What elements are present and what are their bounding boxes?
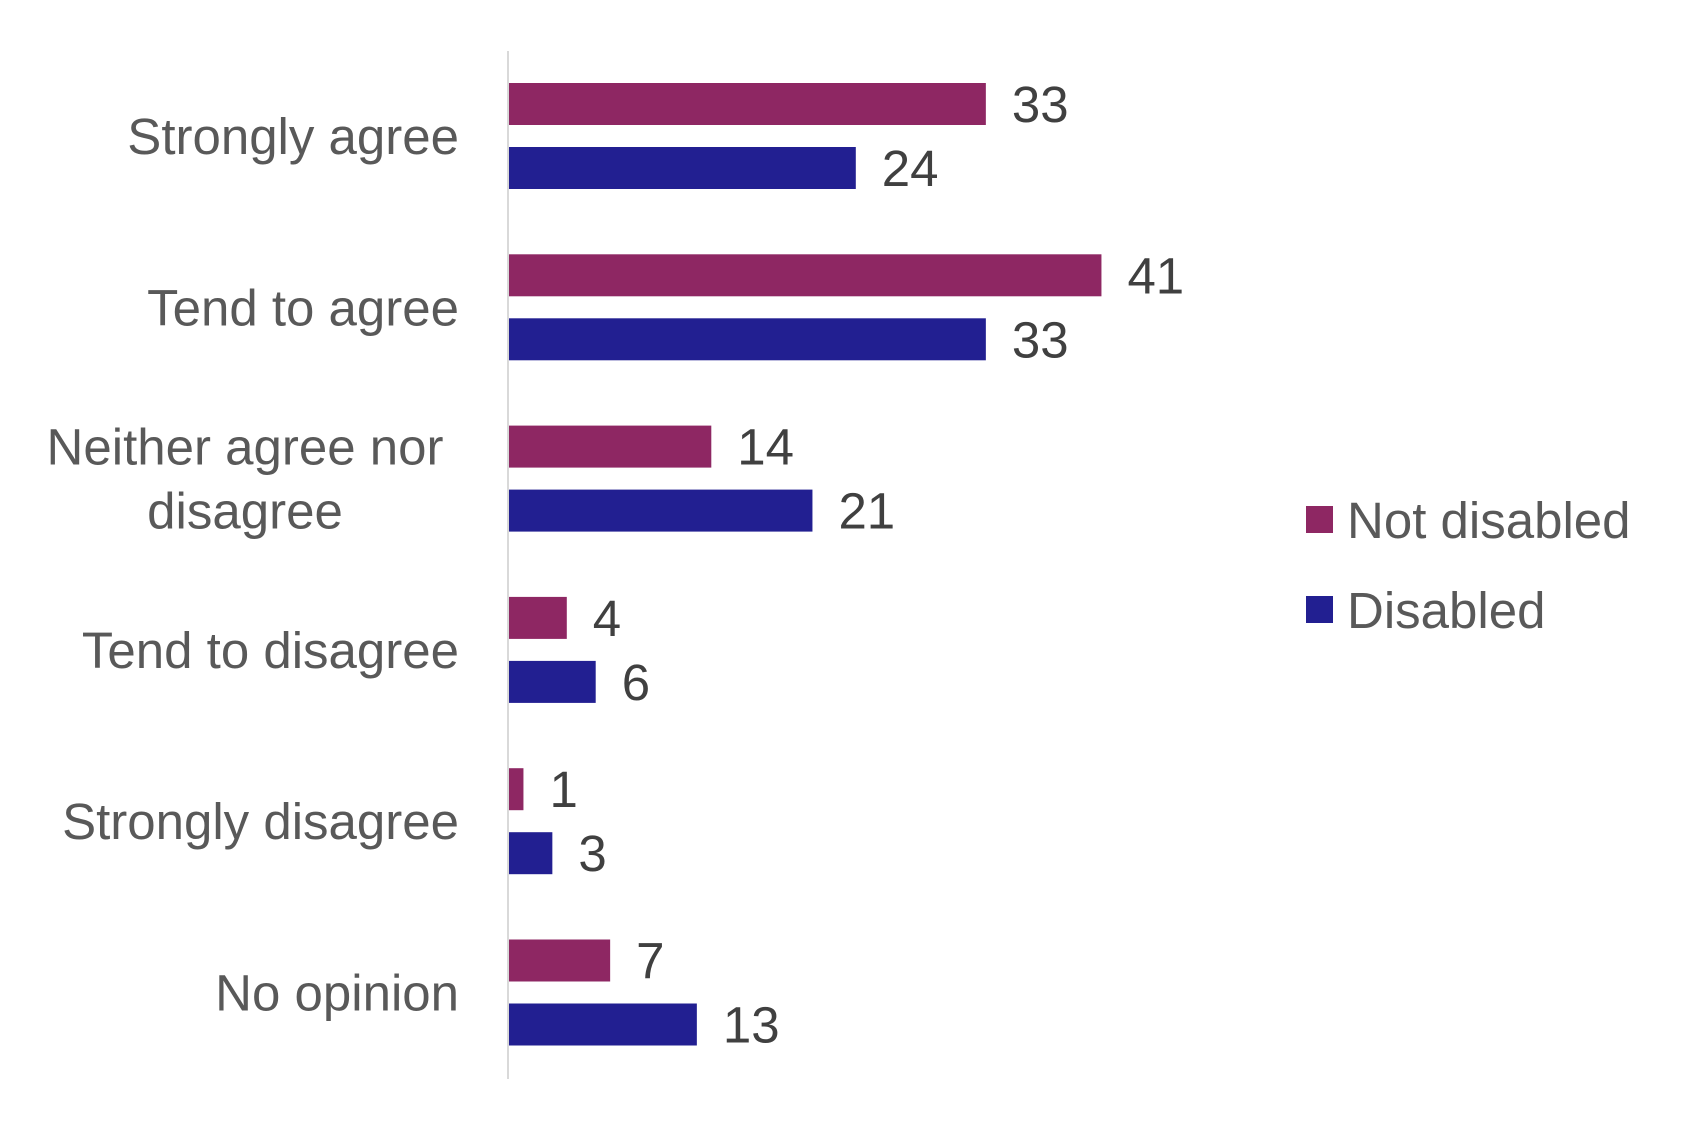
bar-not-disabled	[509, 596, 567, 639]
data-label: 21	[838, 483, 895, 540]
bar-not-disabled	[509, 768, 524, 811]
bar-not-disabled	[509, 939, 611, 982]
bar-disabled	[509, 147, 856, 189]
bar-disabled	[509, 832, 553, 875]
data-label: 33	[1012, 311, 1069, 368]
category-label: Strongly disagree	[62, 793, 459, 850]
data-label: 4	[593, 590, 621, 647]
legend-swatch	[1306, 596, 1333, 623]
category-label: Tend to disagree	[82, 622, 459, 679]
bar-disabled	[509, 489, 813, 532]
category-label: No opinion	[215, 965, 459, 1022]
category-label: Neither agree nor disagree	[47, 419, 444, 540]
data-label: 13	[723, 997, 780, 1054]
bar-not-disabled	[509, 83, 986, 125]
data-label: 14	[737, 419, 794, 476]
legend-label: Disabled	[1347, 582, 1545, 639]
bar-disabled	[509, 318, 986, 361]
data-label: 3	[578, 825, 606, 882]
legend-label: Not disabled	[1347, 492, 1631, 549]
bar-not-disabled	[509, 425, 712, 468]
data-label: 7	[636, 933, 664, 990]
data-label: 41	[1127, 247, 1184, 304]
data-label: 24	[882, 140, 939, 197]
legend-swatch	[1306, 506, 1333, 533]
category-label: Tend to agree	[147, 279, 459, 336]
bar-disabled	[509, 1003, 697, 1046]
category-label: Strongly agree	[127, 108, 459, 165]
bar-not-disabled	[509, 254, 1102, 297]
data-label: 33	[1012, 76, 1069, 133]
bar-disabled	[509, 660, 596, 703]
data-label: 6	[622, 654, 650, 711]
data-label: 1	[549, 761, 577, 818]
